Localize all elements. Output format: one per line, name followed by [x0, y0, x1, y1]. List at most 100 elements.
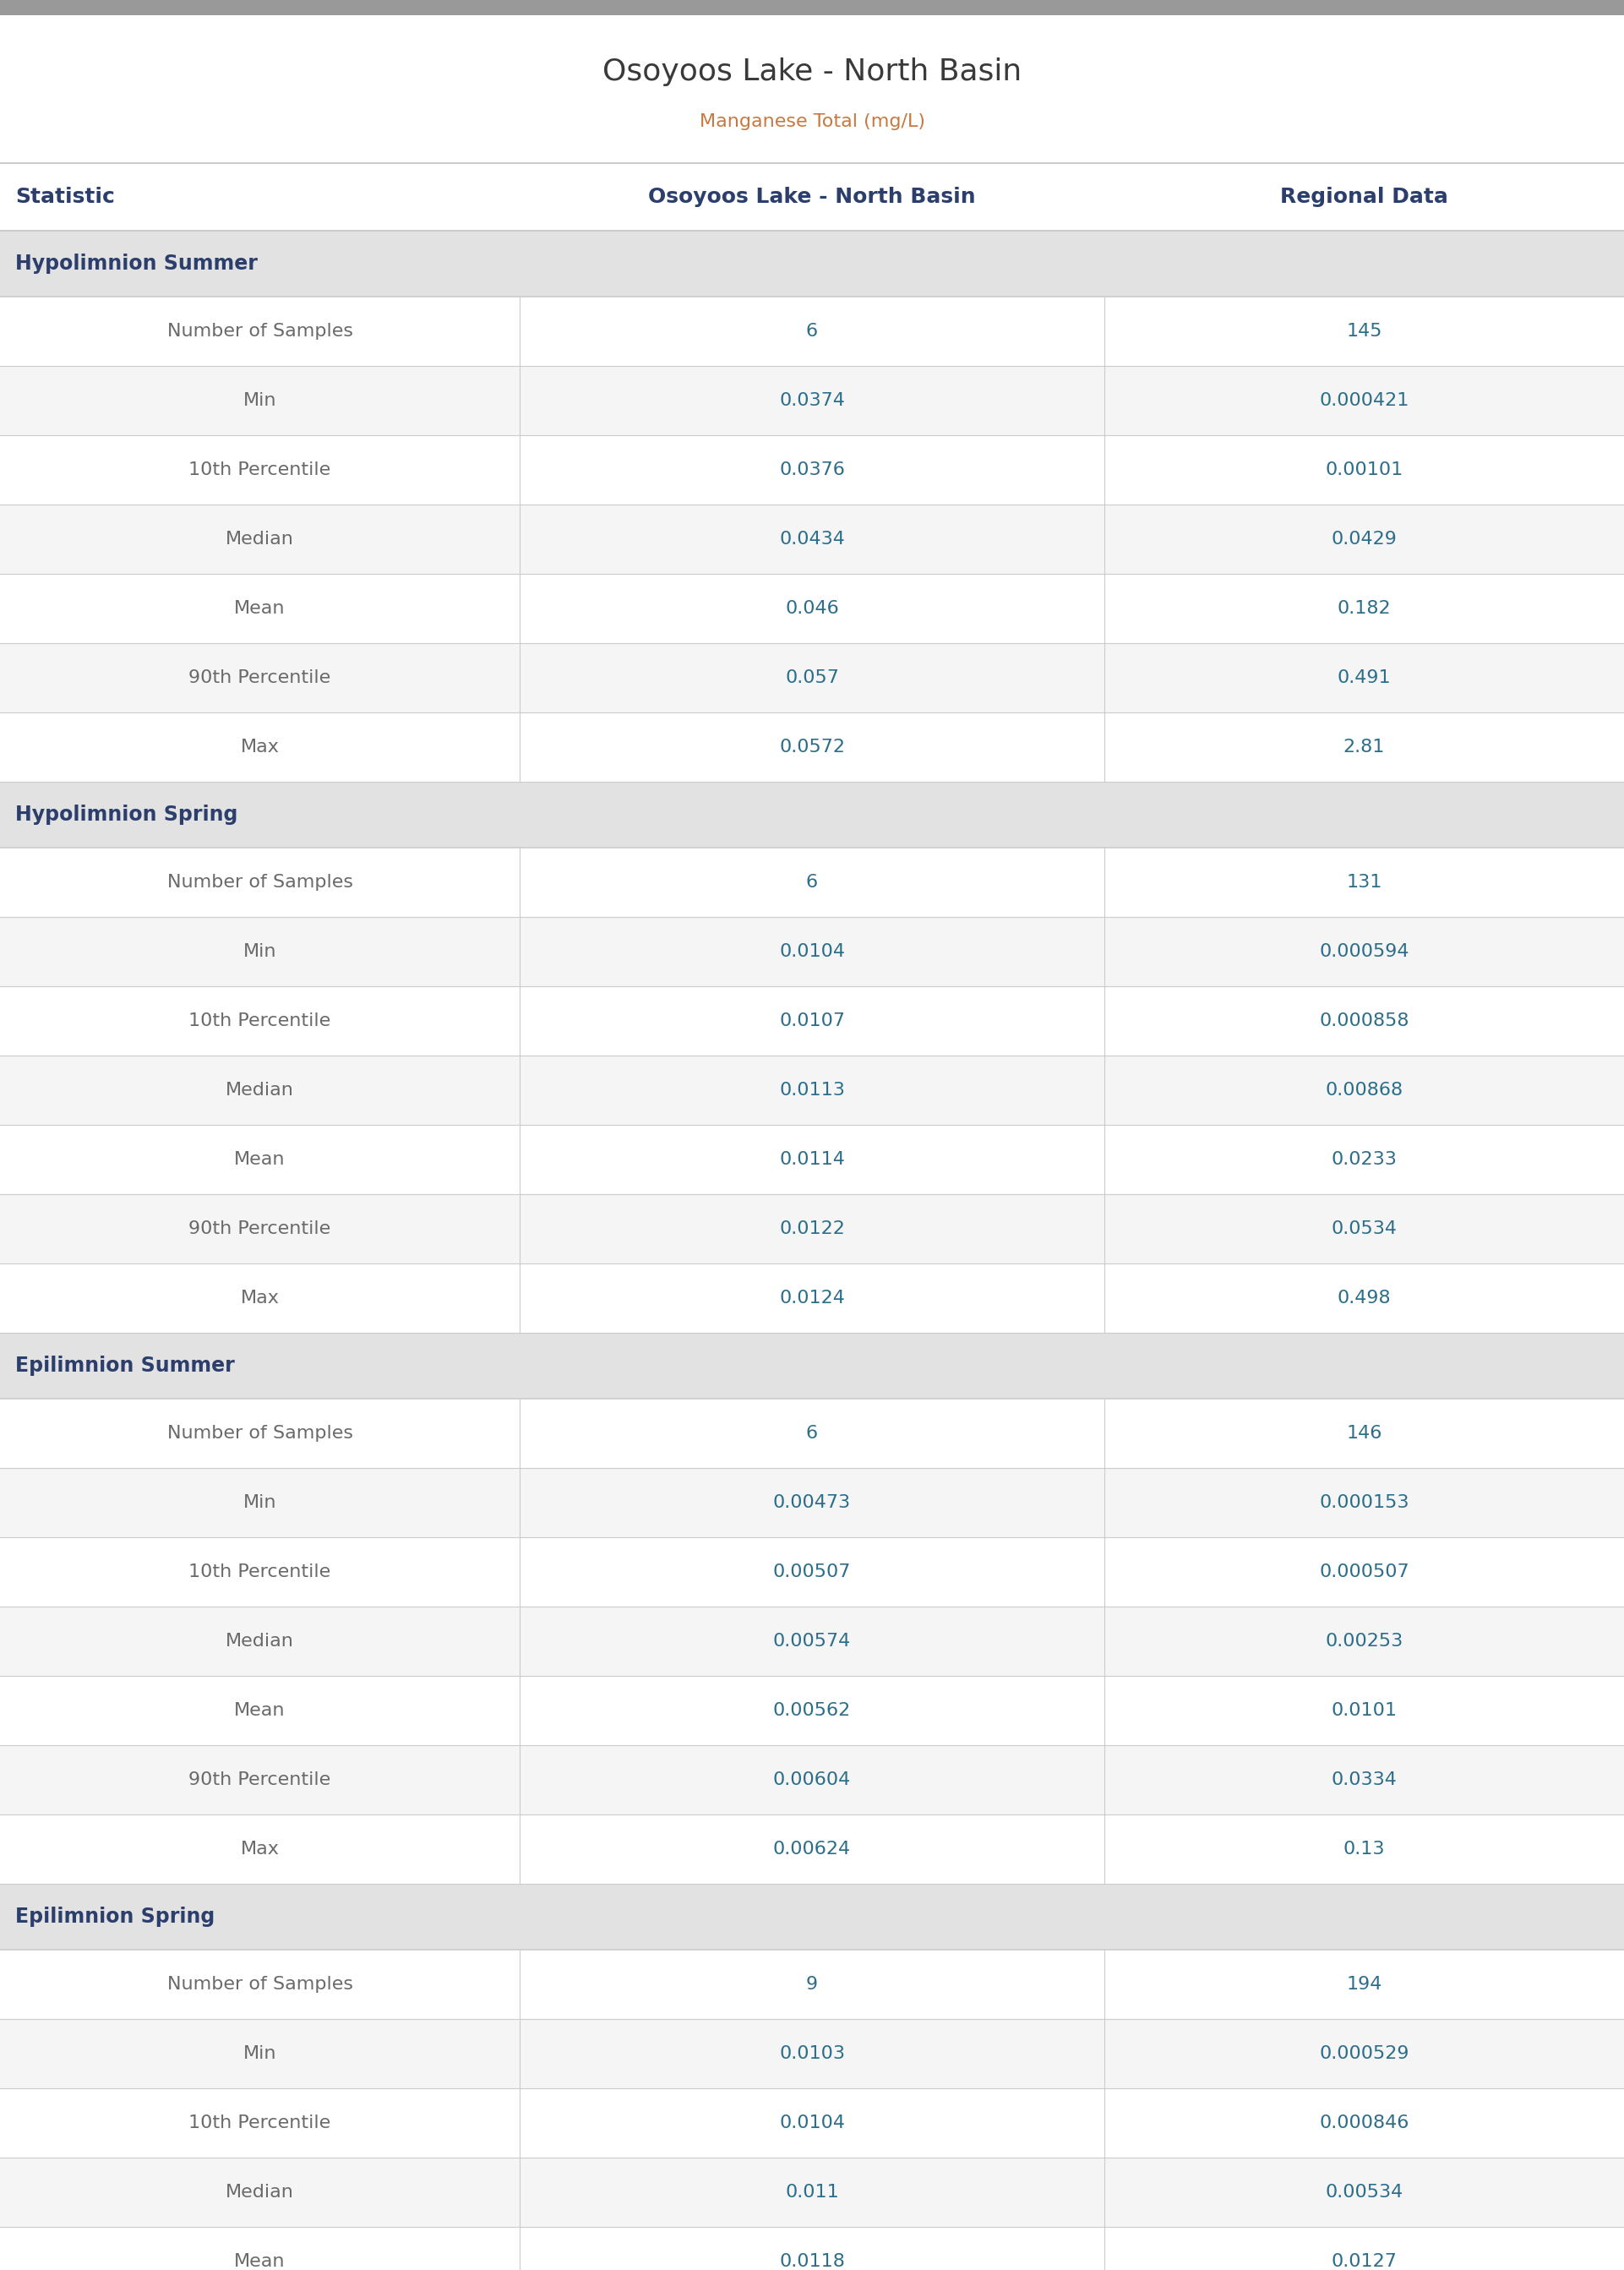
Text: 145: 145: [1346, 322, 1382, 340]
Text: 0.011: 0.011: [784, 2184, 840, 2200]
Text: Median: Median: [226, 2184, 294, 2200]
Text: 0.13: 0.13: [1343, 1841, 1385, 1857]
Text: 0.00624: 0.00624: [773, 1841, 851, 1857]
Text: 6: 6: [806, 1426, 818, 1441]
Bar: [0, 1264, 1624, 1332]
Text: 0.000846: 0.000846: [1319, 2113, 1410, 2132]
Text: 0.000507: 0.000507: [1319, 1564, 1410, 1580]
Bar: [0, 917, 1624, 985]
Text: Osoyoos Lake - North Basin: Osoyoos Lake - North Basin: [603, 57, 1021, 86]
Text: 0.0127: 0.0127: [1332, 2254, 1397, 2270]
Text: 0.00534: 0.00534: [1325, 2184, 1403, 2200]
Text: 0.000421: 0.000421: [1319, 393, 1410, 409]
Bar: [0, 1194, 1624, 1264]
Text: Number of Samples: Number of Samples: [167, 874, 352, 890]
Text: Min: Min: [244, 942, 276, 960]
Text: 0.0118: 0.0118: [780, 2254, 844, 2270]
Text: 2.81: 2.81: [1343, 738, 1385, 756]
Text: Manganese Total (mg/L): Manganese Total (mg/L): [700, 114, 924, 129]
Bar: [0, 1607, 1624, 1675]
Text: 0.00507: 0.00507: [773, 1564, 851, 1580]
Text: Statistic: Statistic: [15, 186, 115, 207]
Text: Number of Samples: Number of Samples: [167, 1975, 352, 1993]
Text: Epilimnion Spring: Epilimnion Spring: [15, 1907, 214, 1927]
Bar: [0, 365, 1624, 436]
Bar: [0, 2088, 1624, 2156]
Bar: [0, 847, 1624, 917]
Text: 6: 6: [806, 322, 818, 340]
Text: 0.0434: 0.0434: [780, 531, 844, 547]
Text: Regional Data: Regional Data: [1280, 186, 1449, 207]
Bar: [0, 1126, 1624, 1194]
Bar: [0, 574, 1624, 642]
Text: Mean: Mean: [234, 1702, 286, 1718]
Text: 0.000529: 0.000529: [1319, 2045, 1410, 2061]
Text: Number of Samples: Number of Samples: [167, 1426, 352, 1441]
Text: Hypolimnion Summer: Hypolimnion Summer: [15, 254, 258, 275]
Text: 9: 9: [806, 1975, 818, 1993]
Bar: [0, 781, 1624, 847]
Bar: [0, 163, 1624, 232]
Text: 0.182: 0.182: [1337, 599, 1392, 617]
Bar: [0, 713, 1624, 781]
Text: 0.0104: 0.0104: [780, 2113, 844, 2132]
Bar: [0, 16, 1624, 163]
Bar: [0, 2156, 1624, 2227]
Text: 0.0113: 0.0113: [780, 1083, 844, 1099]
Bar: [0, 1332, 1624, 1398]
Text: Median: Median: [226, 1632, 294, 1650]
Bar: [0, 1398, 1624, 1469]
Text: 10th Percentile: 10th Percentile: [188, 461, 331, 479]
Text: 0.0534: 0.0534: [1332, 1221, 1397, 1237]
Text: 0.0334: 0.0334: [1332, 1771, 1397, 1789]
Text: Median: Median: [226, 1083, 294, 1099]
Text: 0.0103: 0.0103: [780, 2045, 844, 2061]
Text: 90th Percentile: 90th Percentile: [188, 1221, 331, 1237]
Text: 0.0122: 0.0122: [780, 1221, 844, 1237]
Bar: [0, 1469, 1624, 1537]
Text: Max: Max: [240, 1289, 279, 1308]
Text: Mean: Mean: [234, 599, 286, 617]
Text: Number of Samples: Number of Samples: [167, 322, 352, 340]
Text: Mean: Mean: [234, 2254, 286, 2270]
Bar: [0, 642, 1624, 713]
Text: Mean: Mean: [234, 1151, 286, 1169]
Text: 0.0114: 0.0114: [780, 1151, 844, 1169]
Text: 90th Percentile: 90th Percentile: [188, 670, 331, 686]
Text: 0.0376: 0.0376: [780, 461, 844, 479]
Text: 0.057: 0.057: [784, 670, 840, 686]
Text: 10th Percentile: 10th Percentile: [188, 2113, 331, 2132]
Bar: [0, 1884, 1624, 1950]
Text: Min: Min: [244, 2045, 276, 2061]
Bar: [0, 1056, 1624, 1126]
Bar: [0, 1950, 1624, 2018]
Bar: [0, 1537, 1624, 1607]
Text: 0.00604: 0.00604: [773, 1771, 851, 1789]
Bar: [0, 232, 1624, 297]
Bar: [0, 297, 1624, 365]
Bar: [0, 1675, 1624, 1746]
Text: Min: Min: [244, 1494, 276, 1512]
Text: Epilimnion Summer: Epilimnion Summer: [15, 1355, 235, 1376]
Text: 10th Percentile: 10th Percentile: [188, 1564, 331, 1580]
Text: Min: Min: [244, 393, 276, 409]
Text: 0.0374: 0.0374: [780, 393, 844, 409]
Text: 0.0101: 0.0101: [1332, 1702, 1397, 1718]
Text: 0.000858: 0.000858: [1319, 1012, 1410, 1028]
Text: Median: Median: [226, 531, 294, 547]
Bar: [0, 985, 1624, 1056]
Bar: [0, 2227, 1624, 2270]
Bar: [0, 436, 1624, 504]
Text: 194: 194: [1346, 1975, 1382, 1993]
Text: 0.00562: 0.00562: [773, 1702, 851, 1718]
Text: 6: 6: [806, 874, 818, 890]
Text: 90th Percentile: 90th Percentile: [188, 1771, 331, 1789]
Text: 0.00868: 0.00868: [1325, 1083, 1403, 1099]
Text: 0.046: 0.046: [784, 599, 840, 617]
Text: Max: Max: [240, 1841, 279, 1857]
Text: 0.491: 0.491: [1337, 670, 1392, 686]
Text: Hypolimnion Spring: Hypolimnion Spring: [15, 804, 237, 824]
Text: Max: Max: [240, 738, 279, 756]
Bar: [0, 504, 1624, 574]
Text: 0.00253: 0.00253: [1325, 1632, 1403, 1650]
